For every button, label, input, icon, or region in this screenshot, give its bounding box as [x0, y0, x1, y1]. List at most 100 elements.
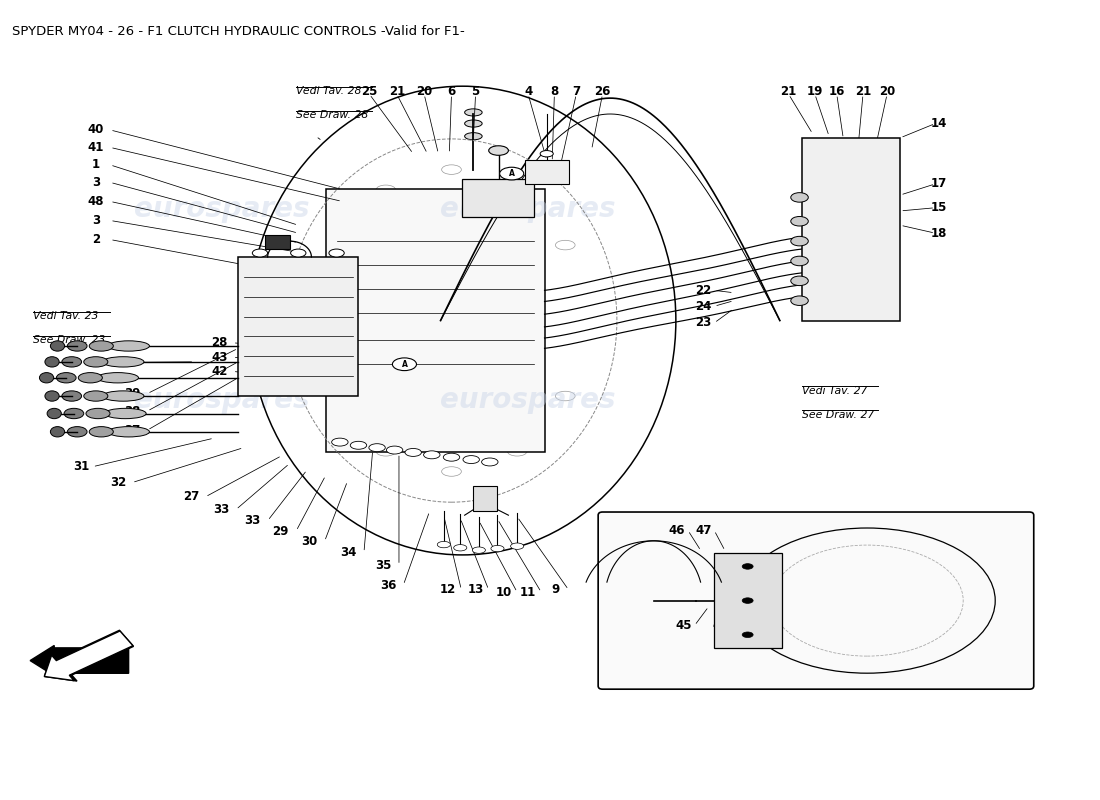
Ellipse shape: [64, 408, 84, 418]
Ellipse shape: [453, 545, 466, 551]
Text: 29: 29: [273, 525, 289, 538]
Ellipse shape: [463, 456, 480, 463]
Text: Vedi Tav. 27: Vedi Tav. 27: [802, 386, 867, 396]
Text: 34: 34: [340, 546, 356, 559]
Ellipse shape: [464, 109, 482, 116]
Text: 21: 21: [781, 86, 796, 98]
Text: 5: 5: [472, 86, 480, 98]
Bar: [525, 160, 569, 184]
Text: 47: 47: [695, 524, 712, 537]
Text: 44: 44: [713, 619, 729, 632]
Text: 20: 20: [416, 86, 432, 98]
FancyBboxPatch shape: [238, 257, 359, 396]
Text: 35: 35: [375, 558, 392, 572]
Ellipse shape: [510, 543, 524, 550]
Bar: [473, 486, 497, 511]
Text: 39: 39: [123, 387, 140, 400]
Text: 23: 23: [695, 317, 712, 330]
Text: 3: 3: [91, 214, 100, 227]
Ellipse shape: [56, 373, 76, 383]
Text: 13: 13: [468, 583, 484, 596]
Ellipse shape: [405, 449, 421, 457]
Ellipse shape: [791, 276, 808, 286]
Text: 26: 26: [594, 86, 610, 98]
Text: eurospares: eurospares: [134, 195, 309, 223]
Ellipse shape: [84, 391, 108, 401]
Text: 46: 46: [669, 524, 685, 537]
Text: 42: 42: [211, 365, 228, 378]
Ellipse shape: [108, 341, 150, 351]
Text: Vedi Tav. 28: Vedi Tav. 28: [296, 86, 362, 96]
Ellipse shape: [89, 426, 113, 437]
Text: 8: 8: [550, 86, 559, 98]
Text: 7: 7: [572, 86, 581, 98]
Text: eurospares: eurospares: [440, 195, 616, 223]
Text: 21: 21: [388, 86, 405, 98]
Text: 11: 11: [520, 586, 536, 598]
Text: 25: 25: [361, 86, 377, 98]
Ellipse shape: [67, 341, 87, 351]
Ellipse shape: [491, 546, 504, 552]
Text: 17: 17: [931, 178, 947, 190]
Text: Vedi Tav. 23: Vedi Tav. 23: [33, 311, 99, 321]
Ellipse shape: [424, 451, 440, 458]
Ellipse shape: [499, 167, 524, 180]
Bar: [462, 179, 534, 218]
Text: 14: 14: [931, 117, 947, 130]
Ellipse shape: [252, 249, 267, 257]
Bar: [265, 234, 289, 249]
Ellipse shape: [40, 373, 54, 383]
Text: 31: 31: [74, 460, 90, 474]
Ellipse shape: [393, 358, 417, 370]
Text: 24: 24: [695, 300, 712, 313]
FancyArrow shape: [44, 631, 133, 681]
Ellipse shape: [540, 150, 553, 157]
Ellipse shape: [482, 458, 498, 466]
Text: 10: 10: [496, 586, 513, 598]
Text: 38: 38: [123, 405, 140, 418]
Text: SPYDER MY04 - 26 - F1 CLUTCH HYDRAULIC CONTROLS -Valid for F1-: SPYDER MY04 - 26 - F1 CLUTCH HYDRAULIC C…: [11, 25, 464, 38]
Text: 32: 32: [111, 476, 126, 489]
Ellipse shape: [742, 632, 754, 638]
Ellipse shape: [443, 454, 460, 461]
Text: 43: 43: [211, 350, 228, 363]
Ellipse shape: [329, 249, 344, 257]
Text: A: A: [402, 360, 407, 369]
Text: 40: 40: [88, 123, 104, 136]
Text: 28: 28: [211, 336, 228, 350]
Text: See Draw. 28: See Draw. 28: [296, 110, 369, 120]
Ellipse shape: [97, 373, 139, 383]
Text: 2: 2: [91, 233, 100, 246]
Text: 9: 9: [551, 583, 560, 596]
Text: 19: 19: [806, 86, 823, 98]
Ellipse shape: [368, 444, 385, 452]
Ellipse shape: [791, 193, 808, 202]
Ellipse shape: [791, 296, 808, 306]
Text: 20: 20: [879, 86, 895, 98]
Ellipse shape: [438, 542, 450, 548]
Bar: [714, 553, 782, 649]
Ellipse shape: [108, 426, 150, 437]
Text: 3: 3: [91, 176, 100, 189]
Text: 45: 45: [675, 619, 692, 632]
FancyArrow shape: [30, 646, 129, 676]
FancyBboxPatch shape: [802, 138, 900, 321]
Ellipse shape: [102, 391, 144, 401]
Text: 36: 36: [379, 578, 396, 592]
Ellipse shape: [488, 146, 508, 155]
Text: 27: 27: [183, 490, 199, 503]
Ellipse shape: [742, 598, 754, 603]
Ellipse shape: [47, 408, 62, 418]
Ellipse shape: [791, 217, 808, 226]
Text: 1: 1: [91, 158, 100, 171]
Ellipse shape: [791, 256, 808, 266]
FancyBboxPatch shape: [326, 190, 544, 452]
Ellipse shape: [104, 408, 146, 418]
Text: 22: 22: [695, 284, 712, 297]
Ellipse shape: [102, 357, 144, 367]
Ellipse shape: [45, 391, 59, 401]
Ellipse shape: [742, 564, 754, 570]
Ellipse shape: [51, 426, 65, 437]
Ellipse shape: [791, 236, 808, 246]
Text: 18: 18: [931, 226, 947, 240]
